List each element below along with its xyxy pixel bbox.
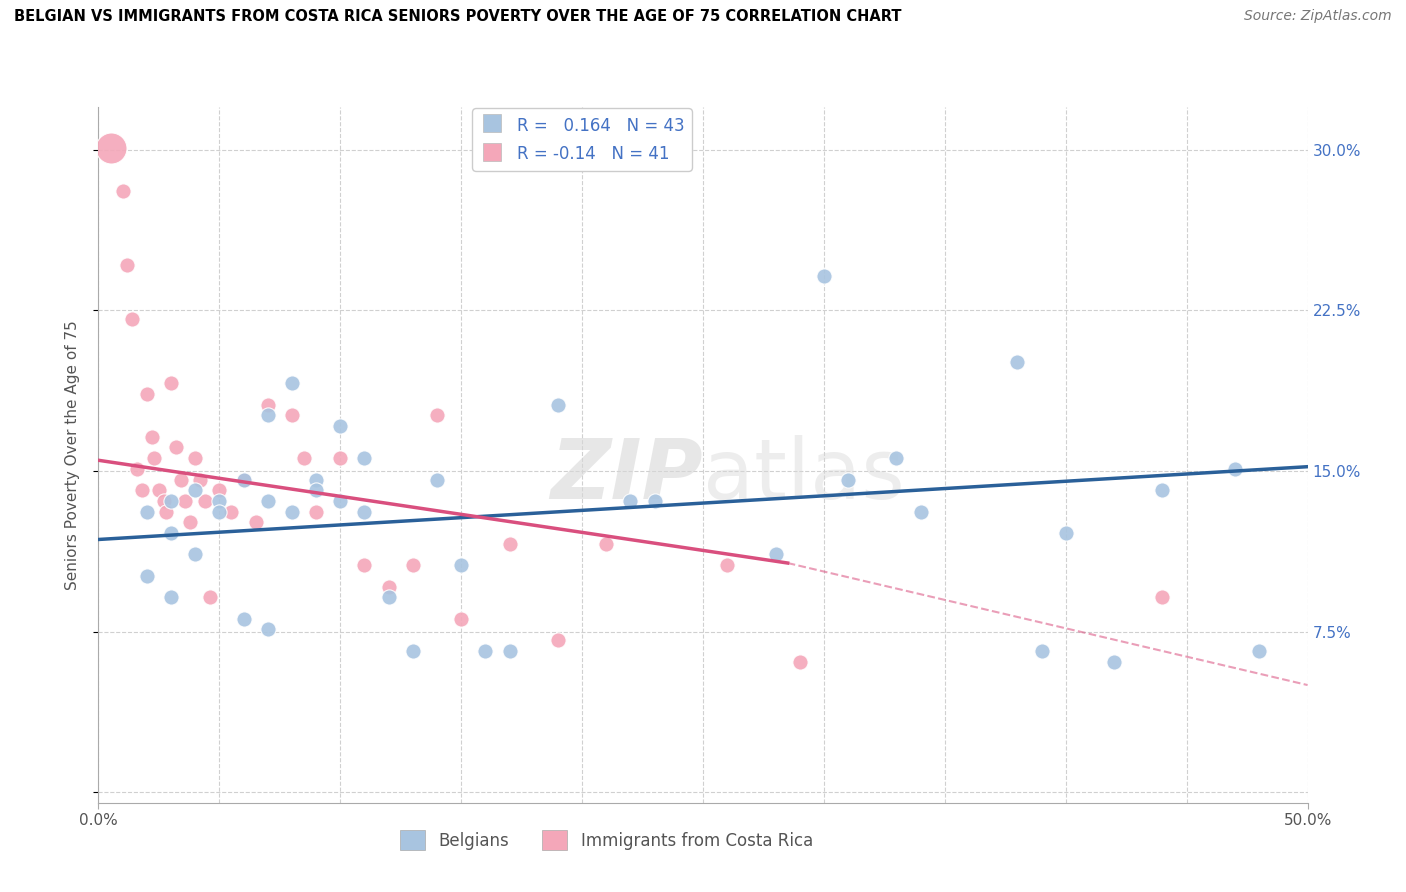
Text: ZIP: ZIP xyxy=(550,435,703,516)
Point xyxy=(155,505,177,519)
Point xyxy=(329,451,352,466)
Point xyxy=(135,505,157,519)
Point xyxy=(377,580,399,594)
Point xyxy=(127,462,149,476)
Point xyxy=(141,430,163,444)
Point xyxy=(232,612,254,626)
Point xyxy=(245,516,267,530)
Point xyxy=(232,473,254,487)
Point xyxy=(765,548,787,562)
Point xyxy=(305,473,328,487)
Point xyxy=(1031,644,1053,658)
Point xyxy=(619,494,641,508)
Point xyxy=(281,409,304,423)
Point xyxy=(837,473,859,487)
Point xyxy=(198,591,221,605)
Point xyxy=(353,451,375,466)
Point xyxy=(305,505,328,519)
Point xyxy=(886,451,908,466)
Legend: Belgians, Immigrants from Costa Rica: Belgians, Immigrants from Costa Rica xyxy=(394,823,820,857)
Point xyxy=(402,644,425,658)
Point xyxy=(305,483,328,498)
Point xyxy=(256,623,278,637)
Point xyxy=(474,644,496,658)
Point xyxy=(256,409,278,423)
Point xyxy=(1152,483,1174,498)
Point xyxy=(281,505,304,519)
Point xyxy=(329,419,352,434)
Point xyxy=(152,494,174,508)
Point xyxy=(184,483,207,498)
Point xyxy=(450,612,472,626)
Point xyxy=(117,259,139,273)
Point xyxy=(329,494,352,508)
Point xyxy=(547,398,569,412)
Point xyxy=(353,558,375,573)
Point xyxy=(1054,526,1077,541)
Point xyxy=(160,376,183,391)
Point xyxy=(292,451,315,466)
Point xyxy=(498,537,520,551)
Point xyxy=(100,141,122,155)
Point xyxy=(208,494,231,508)
Point xyxy=(111,184,134,198)
Point xyxy=(789,655,811,669)
Point xyxy=(1102,655,1125,669)
Point xyxy=(135,387,157,401)
Point xyxy=(1223,462,1246,476)
Point xyxy=(221,505,243,519)
Point xyxy=(174,494,197,508)
Point xyxy=(813,269,835,284)
Point xyxy=(208,483,231,498)
Point xyxy=(498,644,520,658)
Point xyxy=(160,494,183,508)
Point xyxy=(232,473,254,487)
Point xyxy=(160,591,183,605)
Point xyxy=(256,398,278,412)
Point xyxy=(450,558,472,573)
Point xyxy=(165,441,187,455)
Point xyxy=(402,558,425,573)
Point xyxy=(188,473,211,487)
Point xyxy=(121,312,143,326)
Point xyxy=(716,558,738,573)
Text: BELGIAN VS IMMIGRANTS FROM COSTA RICA SENIORS POVERTY OVER THE AGE OF 75 CORRELA: BELGIAN VS IMMIGRANTS FROM COSTA RICA SE… xyxy=(14,9,901,24)
Point xyxy=(148,483,170,498)
Point xyxy=(169,473,191,487)
Point xyxy=(595,537,617,551)
Point xyxy=(426,409,449,423)
Point xyxy=(184,548,207,562)
Point xyxy=(547,633,569,648)
Point xyxy=(353,505,375,519)
Point xyxy=(135,569,157,583)
Point xyxy=(208,505,231,519)
Point xyxy=(143,451,166,466)
Text: atlas: atlas xyxy=(703,435,904,516)
Point xyxy=(281,376,304,391)
Point xyxy=(256,494,278,508)
Point xyxy=(179,516,201,530)
Point xyxy=(644,494,666,508)
Point xyxy=(377,591,399,605)
Point xyxy=(131,483,153,498)
Point xyxy=(1152,591,1174,605)
Y-axis label: Seniors Poverty Over the Age of 75: Seniors Poverty Over the Age of 75 xyxy=(65,320,80,590)
Point xyxy=(194,494,217,508)
Point xyxy=(1007,355,1029,369)
Point xyxy=(160,526,183,541)
Point xyxy=(910,505,932,519)
Point xyxy=(426,473,449,487)
Point xyxy=(1249,644,1271,658)
Point xyxy=(184,451,207,466)
Text: Source: ZipAtlas.com: Source: ZipAtlas.com xyxy=(1244,9,1392,23)
